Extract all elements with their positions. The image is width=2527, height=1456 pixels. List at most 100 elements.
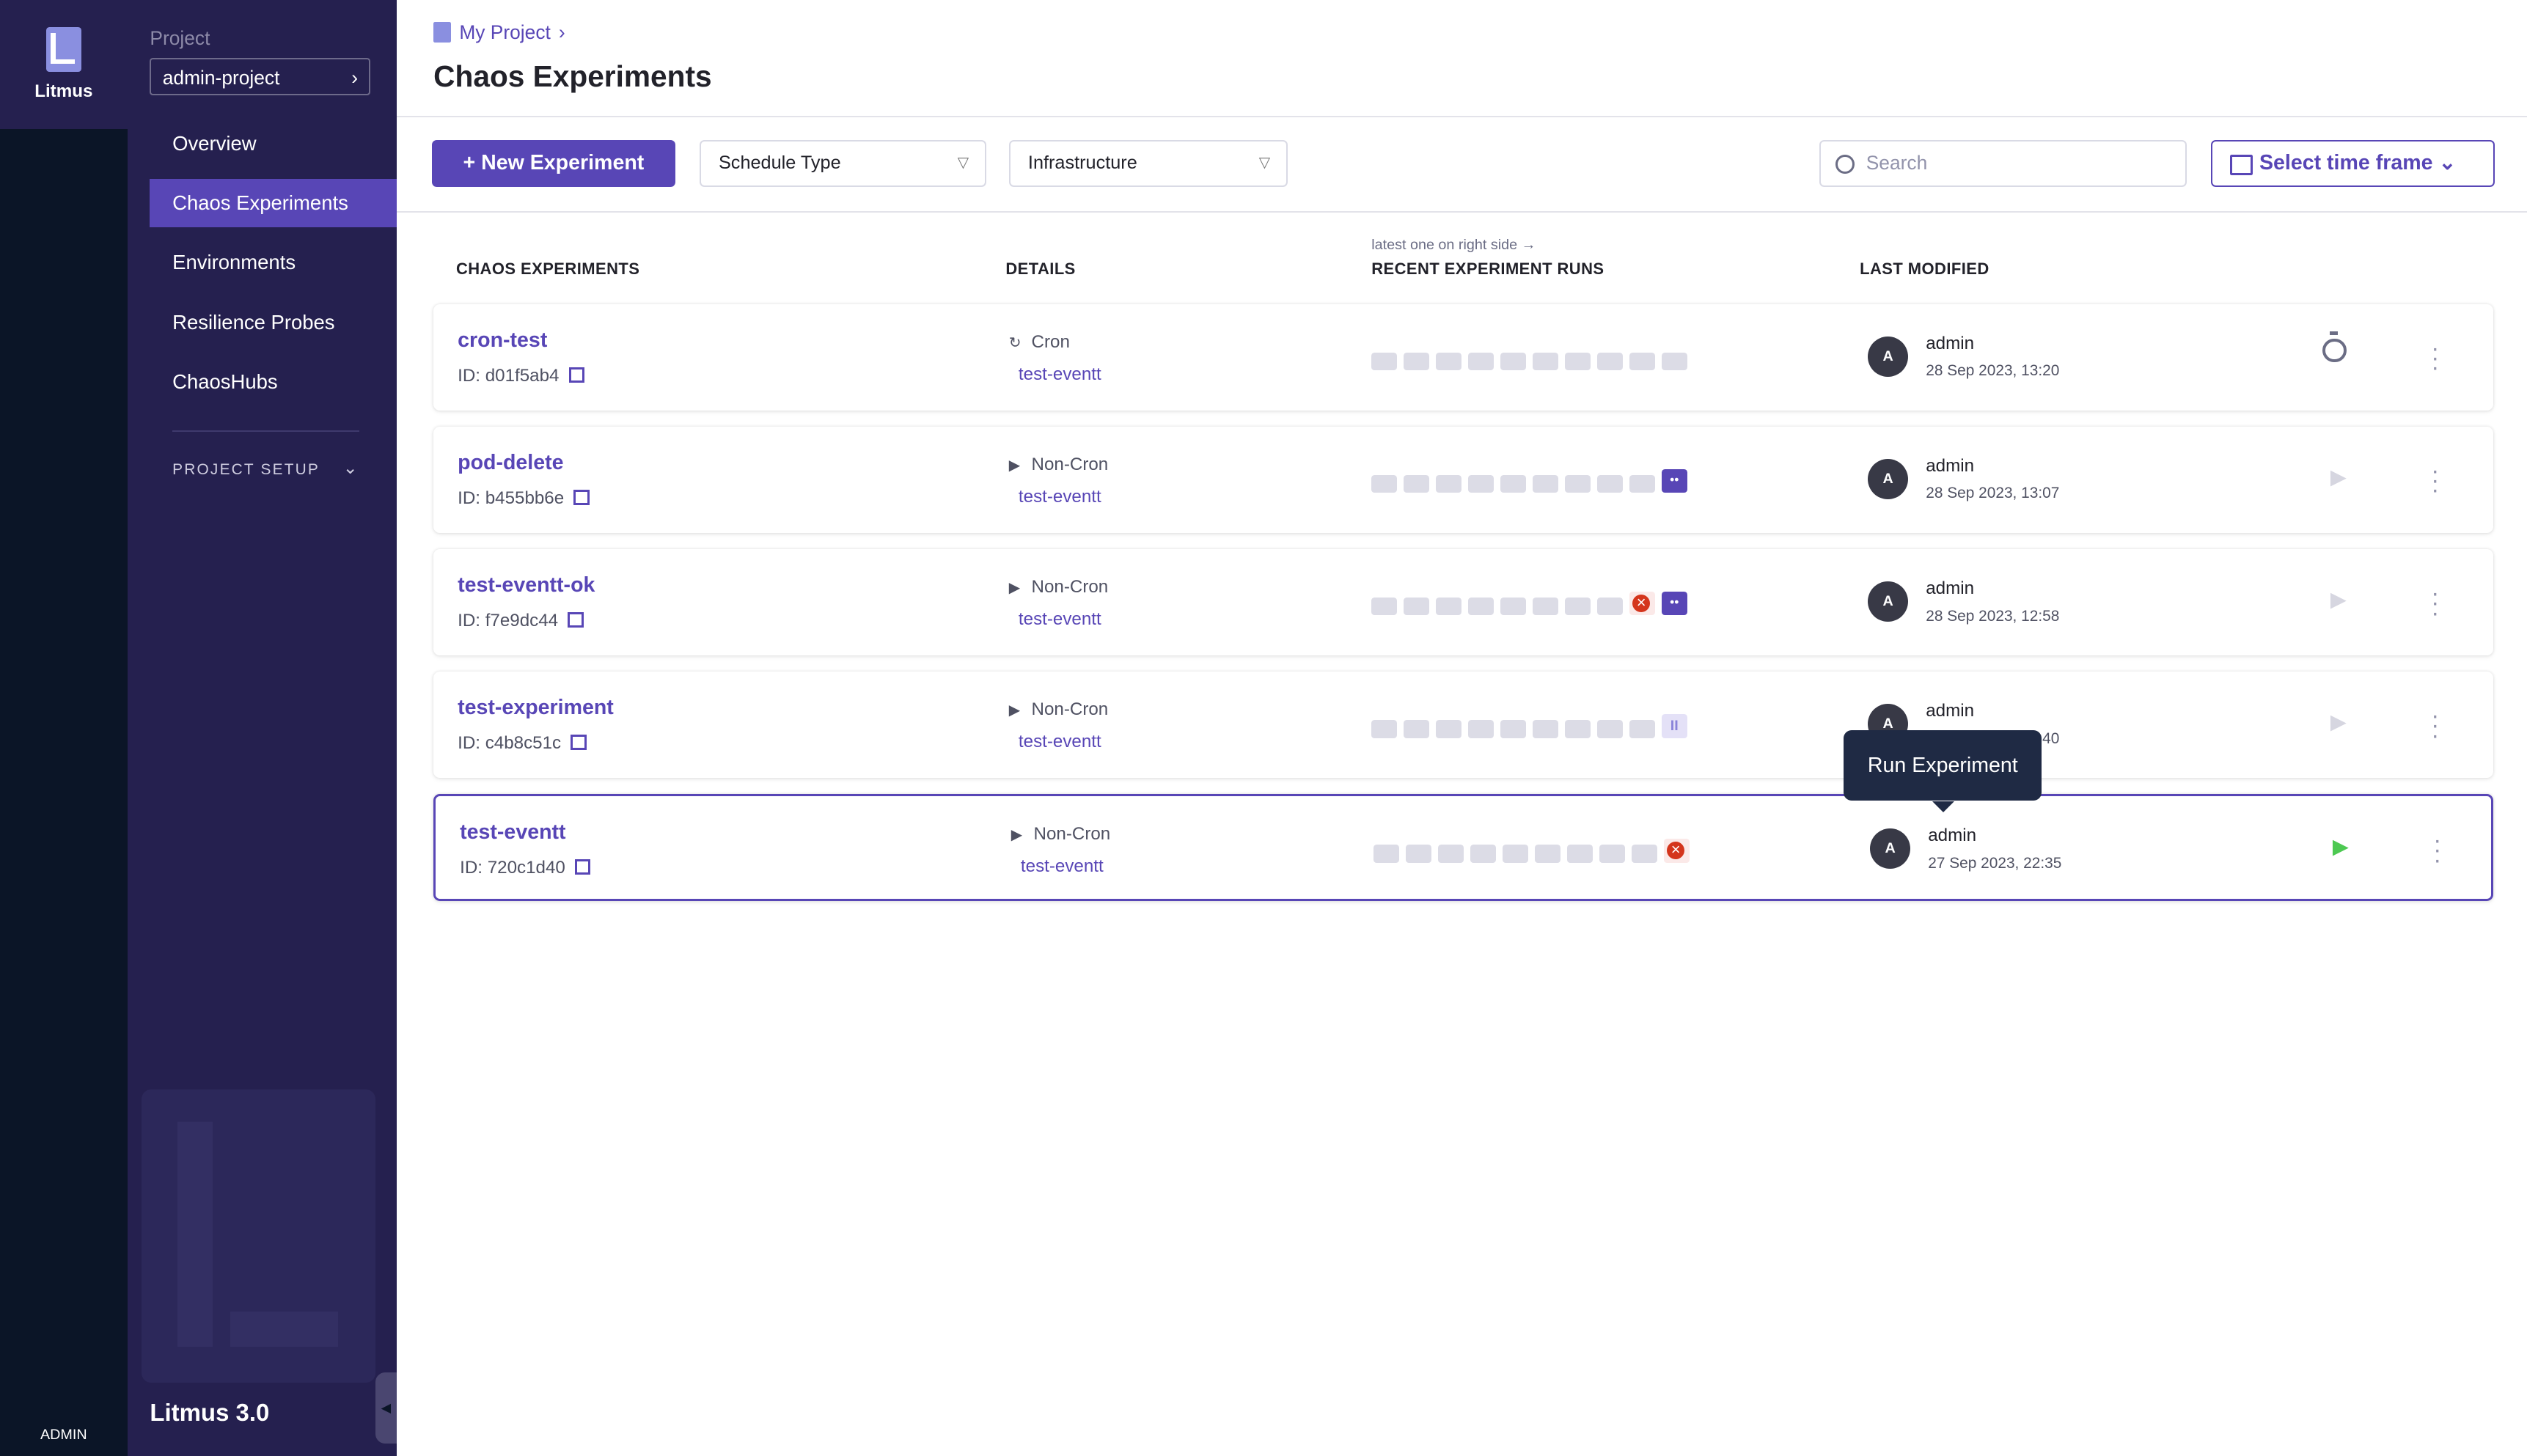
copy-icon[interactable] <box>571 734 587 751</box>
infrastructure-link[interactable]: test-eventt <box>1018 364 1101 384</box>
timer-icon[interactable] <box>2322 331 2347 363</box>
play-icon: ▶ <box>1008 579 1020 596</box>
sidebar-item-environments[interactable]: Environments <box>172 251 296 274</box>
app-rail: Litmus A ADMIN <box>0 0 128 1456</box>
run-running[interactable]: •• <box>1661 591 1687 616</box>
schedule-type-dropdown[interactable]: Schedule Type ▽ <box>699 140 986 187</box>
experiment-name[interactable]: test-experiment <box>458 696 614 720</box>
sidebar-item-chaos-experiments[interactable]: Chaos Experiments <box>150 178 397 227</box>
infrastructure-link[interactable]: test-eventt <box>1018 731 1101 751</box>
project-selector[interactable]: admin-project › <box>150 58 371 95</box>
run-empty <box>1436 720 1462 738</box>
more-options-icon[interactable]: · · · <box>2431 579 2440 626</box>
run-empty <box>1596 720 1623 738</box>
recent-runs: •• <box>1371 591 1687 616</box>
play-icon: ▶ <box>1008 702 1020 718</box>
run-experiment-button[interactable]: ▶ <box>2332 835 2349 858</box>
modified-by: admin <box>1926 700 1975 721</box>
project-setup-toggle[interactable]: PROJECT SETUP ⌄ <box>172 458 359 479</box>
divider <box>396 210 2527 213</box>
experiment-name[interactable]: cron-test <box>458 328 548 353</box>
run-failed[interactable] <box>1629 591 1655 616</box>
collapse-sidebar-button[interactable]: ◀ <box>375 1372 397 1444</box>
run-empty <box>1500 598 1527 616</box>
litmus-logo[interactable]: Litmus <box>0 0 128 129</box>
modified-by: admin <box>1926 578 1975 598</box>
more-options-icon[interactable]: · · · <box>2431 334 2440 381</box>
run-empty <box>1629 475 1655 493</box>
id-text: ID: f7e9dc44 <box>458 610 559 630</box>
run-experiment-button[interactable]: ▶ <box>2330 465 2347 489</box>
infrastructure-link[interactable]: test-eventt <box>1018 608 1101 629</box>
sidebar-item-chaoshubs[interactable]: ChaosHubs <box>172 369 278 393</box>
experiment-name[interactable]: test-eventt-ok <box>458 573 595 598</box>
copy-icon[interactable] <box>575 858 591 875</box>
copy-icon[interactable] <box>568 611 584 628</box>
project-name: admin-project <box>162 67 280 89</box>
new-experiment-button[interactable]: + New Experiment <box>431 140 675 187</box>
type-text: Non-Cron <box>1031 454 1109 474</box>
search-input[interactable]: Search <box>1819 140 2187 187</box>
type-text: Cron <box>1031 331 1070 352</box>
modified-by: admin <box>1926 333 1975 353</box>
run-empty <box>1373 845 1400 863</box>
id-text: ID: d01f5ab4 <box>458 365 560 386</box>
run-empty <box>1436 598 1462 616</box>
chevron-right-icon: › <box>558 21 565 43</box>
more-options-icon[interactable]: · · · <box>2431 457 2440 504</box>
main-content: My Project › Chaos Experiments + New Expe… <box>396 0 2527 1456</box>
infrastructure-link[interactable]: test-eventt <box>1020 856 1104 876</box>
calendar-icon <box>2230 154 2253 175</box>
divider <box>172 430 360 432</box>
page-title: Chaos Experiments <box>433 59 712 94</box>
experiment-name[interactable]: pod-delete <box>458 451 564 475</box>
run-empty <box>1404 720 1430 738</box>
more-options-icon[interactable]: · · · <box>2431 702 2440 749</box>
run-empty <box>1599 845 1625 863</box>
sidebar: Project admin-project › Overview Chaos Ex… <box>127 0 397 1456</box>
more-options-icon[interactable]: · · · <box>2433 826 2442 873</box>
table-row[interactable]: test-eventt-ok ID: f7e9dc44 ▶ Non-Cron te… <box>433 549 2493 656</box>
run-empty <box>1371 598 1398 616</box>
litmus-logo-icon <box>45 26 81 73</box>
play-icon: ▶ <box>1011 826 1022 843</box>
table-row[interactable]: test-eventt ID: 720c1d40 ▶ Non-Cron test-… <box>433 794 2493 901</box>
chevron-down-icon: ⌄ <box>2438 151 2457 175</box>
infrastructure-dropdown[interactable]: Infrastructure ▽ <box>1008 140 1288 187</box>
run-empty <box>1564 353 1591 371</box>
run-paused[interactable]: II <box>1661 713 1687 738</box>
user-menu[interactable]: A ADMIN <box>0 1427 128 1444</box>
dropdown-label: Schedule Type <box>718 152 841 174</box>
column-header: RECENT EXPERIMENT RUNS <box>1371 259 1604 278</box>
run-failed[interactable] <box>1663 838 1690 863</box>
run-empty <box>1500 353 1527 371</box>
run-empty <box>1371 353 1398 371</box>
column-header: LAST MODIFIED <box>1860 259 1989 278</box>
run-empty <box>1596 598 1623 616</box>
run-empty <box>1468 353 1494 371</box>
sidebar-item-resilience-probes[interactable]: Resilience Probes <box>172 310 335 334</box>
table-row[interactable]: pod-delete ID: b455bb6e ▶ Non-Cron test-e… <box>433 427 2493 534</box>
run-empty <box>1436 353 1462 371</box>
infrastructure-link[interactable]: test-eventt <box>1018 486 1101 507</box>
run-running[interactable]: •• <box>1661 468 1687 493</box>
copy-icon[interactable] <box>573 489 590 506</box>
run-experiment-button[interactable]: ▶ <box>2330 710 2347 734</box>
button-label: New Experiment <box>481 151 645 175</box>
copy-icon[interactable] <box>568 367 585 383</box>
run-empty <box>1532 720 1559 738</box>
type-text: Non-Cron <box>1031 576 1109 597</box>
sidebar-item-overview[interactable]: Overview <box>172 131 257 155</box>
run-empty <box>1404 353 1430 371</box>
run-experiment-button[interactable]: ▶ <box>2330 587 2347 611</box>
run-empty <box>1468 720 1494 738</box>
time-frame-button[interactable]: Select time frame ⌄ <box>2211 140 2495 187</box>
schedule-type: ▶ Non-Cron <box>1011 824 1110 845</box>
experiment-name[interactable]: test-eventt <box>460 820 566 845</box>
run-empty <box>1470 845 1497 863</box>
table-row[interactable]: test-experiment ID: c4b8c51c ▶ Non-Cron t… <box>433 672 2493 779</box>
run-empty <box>1566 845 1593 863</box>
table-row[interactable]: cron-test ID: d01f5ab4 ↻ Cron test-eventt… <box>433 304 2493 411</box>
breadcrumb[interactable]: My Project › <box>433 21 565 44</box>
run-empty <box>1371 720 1398 738</box>
